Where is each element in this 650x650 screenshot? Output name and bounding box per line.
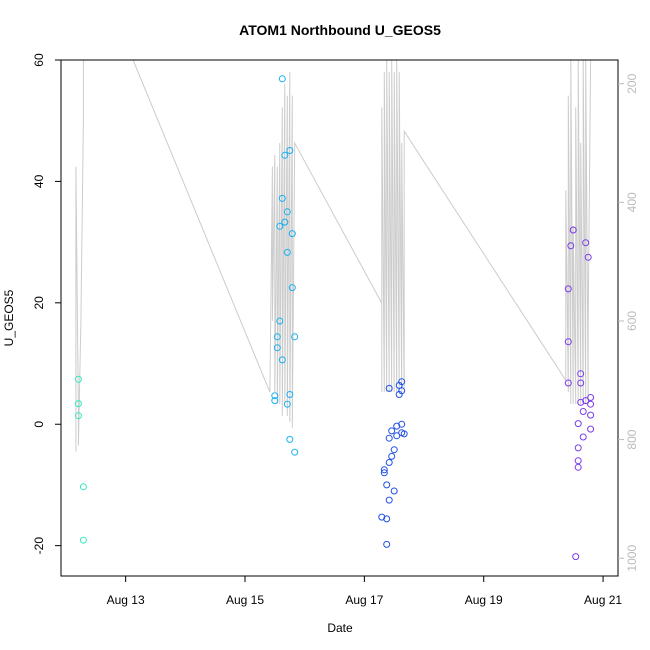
data-point — [273, 333, 281, 341]
data-point — [378, 513, 386, 521]
data-points-layer — [74, 75, 595, 561]
data-point — [286, 435, 294, 443]
data-point — [582, 397, 590, 405]
data-point — [388, 452, 396, 460]
y-tick-label: -20 — [32, 537, 46, 555]
x-tick-label: Aug 13 — [107, 593, 145, 607]
data-point — [584, 253, 592, 261]
data-point — [283, 400, 291, 408]
plot-frame — [60, 59, 619, 577]
data-point — [74, 375, 82, 383]
data-point — [393, 432, 401, 440]
y2-tick-label: 400 — [625, 192, 639, 212]
data-point — [564, 338, 572, 346]
data-point — [278, 356, 286, 364]
data-point — [291, 448, 299, 456]
data-point — [281, 151, 289, 159]
data-point — [286, 391, 294, 398]
x-axis: Aug 13 Aug 15 Aug 17 Aug 19 Aug 21 — [107, 576, 622, 607]
data-point — [574, 457, 582, 465]
data-point — [271, 397, 279, 405]
data-point — [385, 384, 393, 392]
y-tick-label: 0 — [32, 421, 46, 428]
y2-tick-label: 1000 — [625, 545, 639, 572]
data-point — [587, 425, 595, 433]
x-tick-label: Aug 17 — [345, 593, 383, 607]
data-point — [380, 469, 388, 477]
data-point — [276, 222, 284, 230]
data-point — [564, 285, 572, 293]
data-point — [574, 420, 582, 428]
data-point — [564, 379, 572, 387]
x-tick-label: Aug 19 — [465, 593, 503, 607]
data-point — [400, 430, 408, 438]
pressure-line-layer — [75, 59, 592, 452]
data-point — [283, 248, 291, 256]
y2-tick-label: 600 — [625, 311, 639, 331]
y-tick-label: 20 — [32, 296, 46, 310]
data-point — [390, 446, 398, 454]
data-point — [579, 433, 587, 441]
data-point — [582, 239, 590, 247]
data-point — [574, 444, 582, 452]
pressure-trace-line — [75, 59, 592, 452]
data-point — [383, 540, 391, 548]
y2-tick-label: 800 — [625, 429, 639, 449]
data-point — [283, 208, 291, 216]
data-point — [291, 333, 299, 341]
data-point — [278, 194, 286, 202]
data-point — [276, 317, 284, 325]
data-point — [383, 515, 391, 523]
data-point — [587, 411, 595, 419]
data-point — [278, 75, 286, 83]
data-point — [79, 483, 87, 491]
data-point — [574, 463, 582, 471]
data-point — [398, 387, 406, 395]
chart-title: ATOM1 Northbound U_GEOS5 — [239, 22, 441, 38]
x-tick-label: Aug 15 — [226, 593, 264, 607]
data-point — [577, 379, 585, 387]
data-point — [380, 466, 388, 474]
data-point — [398, 378, 406, 386]
y-tick-label: 40 — [32, 174, 46, 188]
data-point — [567, 242, 575, 250]
data-point — [390, 487, 398, 495]
data-point — [385, 459, 393, 466]
data-point — [577, 370, 585, 378]
data-point — [388, 427, 396, 435]
data-point — [273, 344, 281, 352]
data-point — [587, 400, 595, 408]
data-point — [79, 536, 87, 544]
data-point — [383, 481, 391, 489]
data-point — [398, 420, 406, 428]
y-tick-label: 60 — [32, 53, 46, 67]
x-axis-label: Date — [327, 621, 353, 635]
data-point — [569, 226, 577, 234]
data-point — [385, 496, 393, 504]
data-point — [74, 400, 82, 408]
data-point — [587, 394, 595, 401]
data-point — [281, 218, 289, 226]
x-tick-label: Aug 21 — [584, 593, 622, 607]
data-point — [288, 284, 296, 292]
y2-tick-label: 200 — [625, 73, 639, 93]
data-point — [385, 434, 393, 442]
data-point — [286, 147, 294, 154]
data-point — [271, 392, 279, 400]
data-point — [579, 408, 587, 415]
data-point — [74, 412, 82, 420]
y-axis-label: U_GEOS5 — [2, 289, 16, 346]
y-axis-right: 200 400 600 800 1000 — [618, 73, 639, 572]
data-point — [288, 230, 296, 238]
data-point — [572, 553, 580, 561]
y-axis-left: -20 0 20 40 60 — [32, 53, 61, 554]
